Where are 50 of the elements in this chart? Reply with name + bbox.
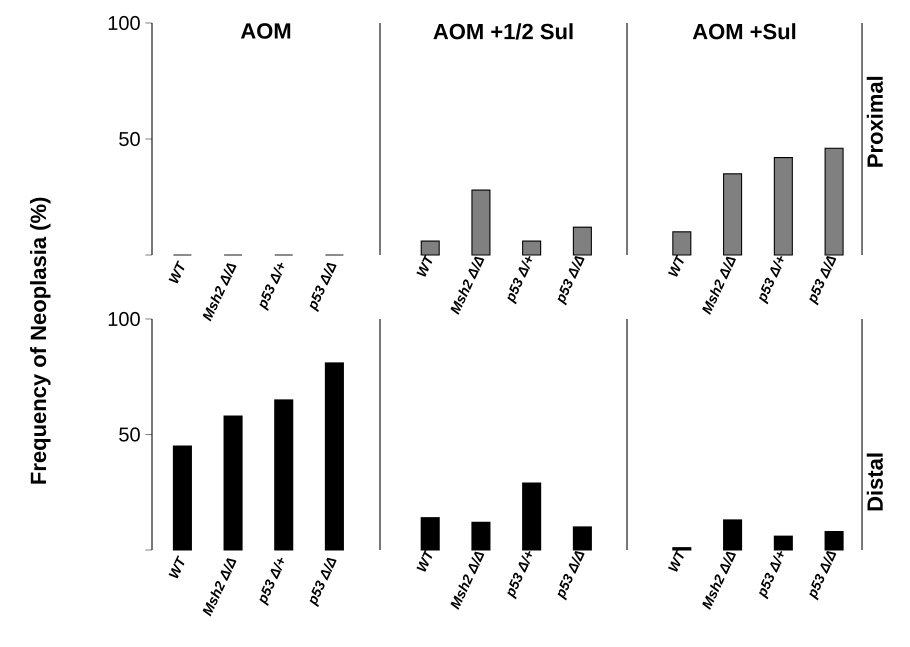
chart-title: AOM bbox=[240, 23, 290, 39]
x-tick-label: WT bbox=[168, 555, 184, 578]
chart-title: AOM +1/2 Sul bbox=[433, 23, 573, 40]
x-tick-label: p53 Δ/Δ bbox=[558, 256, 585, 306]
x-tick-label: WT bbox=[668, 548, 684, 572]
bar bbox=[672, 547, 692, 551]
x-tick-label: Msh2 Δ/Δ bbox=[702, 256, 736, 315]
bar bbox=[522, 482, 542, 551]
x-tick-label: Msh2 Δ/Δ bbox=[202, 263, 236, 322]
bar bbox=[420, 517, 440, 551]
bar bbox=[324, 362, 344, 551]
x-tick-label: Msh2 Δ/Δ bbox=[202, 558, 236, 616]
text: Distal bbox=[866, 454, 883, 510]
y-axis-title: Frequency of Neoplasia (%) bbox=[30, 198, 51, 484]
bar bbox=[824, 530, 844, 551]
y-tick-label: 50 bbox=[119, 132, 140, 146]
x-tick-label: p53 Δ/+ bbox=[759, 256, 784, 304]
x-tick-label: WT bbox=[416, 254, 432, 277]
x-tick-label: WT bbox=[168, 260, 184, 284]
chart-title: AOM +Sul bbox=[692, 23, 796, 40]
x-tick-label: p53 Δ/Δ bbox=[809, 256, 836, 306]
bar bbox=[723, 173, 742, 256]
x-tick-label: p53 Δ/+ bbox=[759, 550, 784, 600]
bar bbox=[572, 526, 592, 551]
bar bbox=[172, 446, 192, 551]
x-tick-label: p53 Δ/Δ bbox=[310, 558, 337, 608]
x-tick-label: p53 Δ/+ bbox=[507, 550, 532, 600]
x-tick-label: Msh2 Δ/Δ bbox=[450, 552, 484, 610]
bar bbox=[224, 415, 243, 551]
x-tick-label: WT bbox=[668, 254, 684, 277]
x-tick-label: Msh2 Δ/Δ bbox=[702, 552, 736, 610]
bar bbox=[723, 519, 742, 551]
x-tick-label: p53 Δ/Δ bbox=[310, 262, 337, 312]
bar bbox=[672, 231, 692, 256]
x-tick-label: p53 Δ/Δ bbox=[558, 551, 585, 600]
y-tick-label: 100 bbox=[108, 312, 140, 326]
x-tick-label: p53 Δ/+ bbox=[507, 256, 532, 304]
x-tick-label: Msh2 Δ/Δ bbox=[450, 256, 484, 315]
text: Proximal bbox=[866, 76, 883, 167]
x-tick-label: p53 Δ/Δ bbox=[809, 551, 836, 600]
bar bbox=[471, 522, 490, 551]
bar bbox=[274, 399, 294, 551]
y-tick-label: 50 bbox=[119, 427, 140, 442]
bar bbox=[824, 148, 844, 256]
bar bbox=[774, 157, 793, 256]
x-tick-label: p53 Δ/+ bbox=[259, 262, 284, 312]
x-tick-label: p53 Δ/+ bbox=[259, 558, 284, 606]
x-tick-label: WT bbox=[416, 548, 432, 572]
y-tick-label: 100 bbox=[108, 16, 140, 30]
bar bbox=[774, 536, 793, 551]
